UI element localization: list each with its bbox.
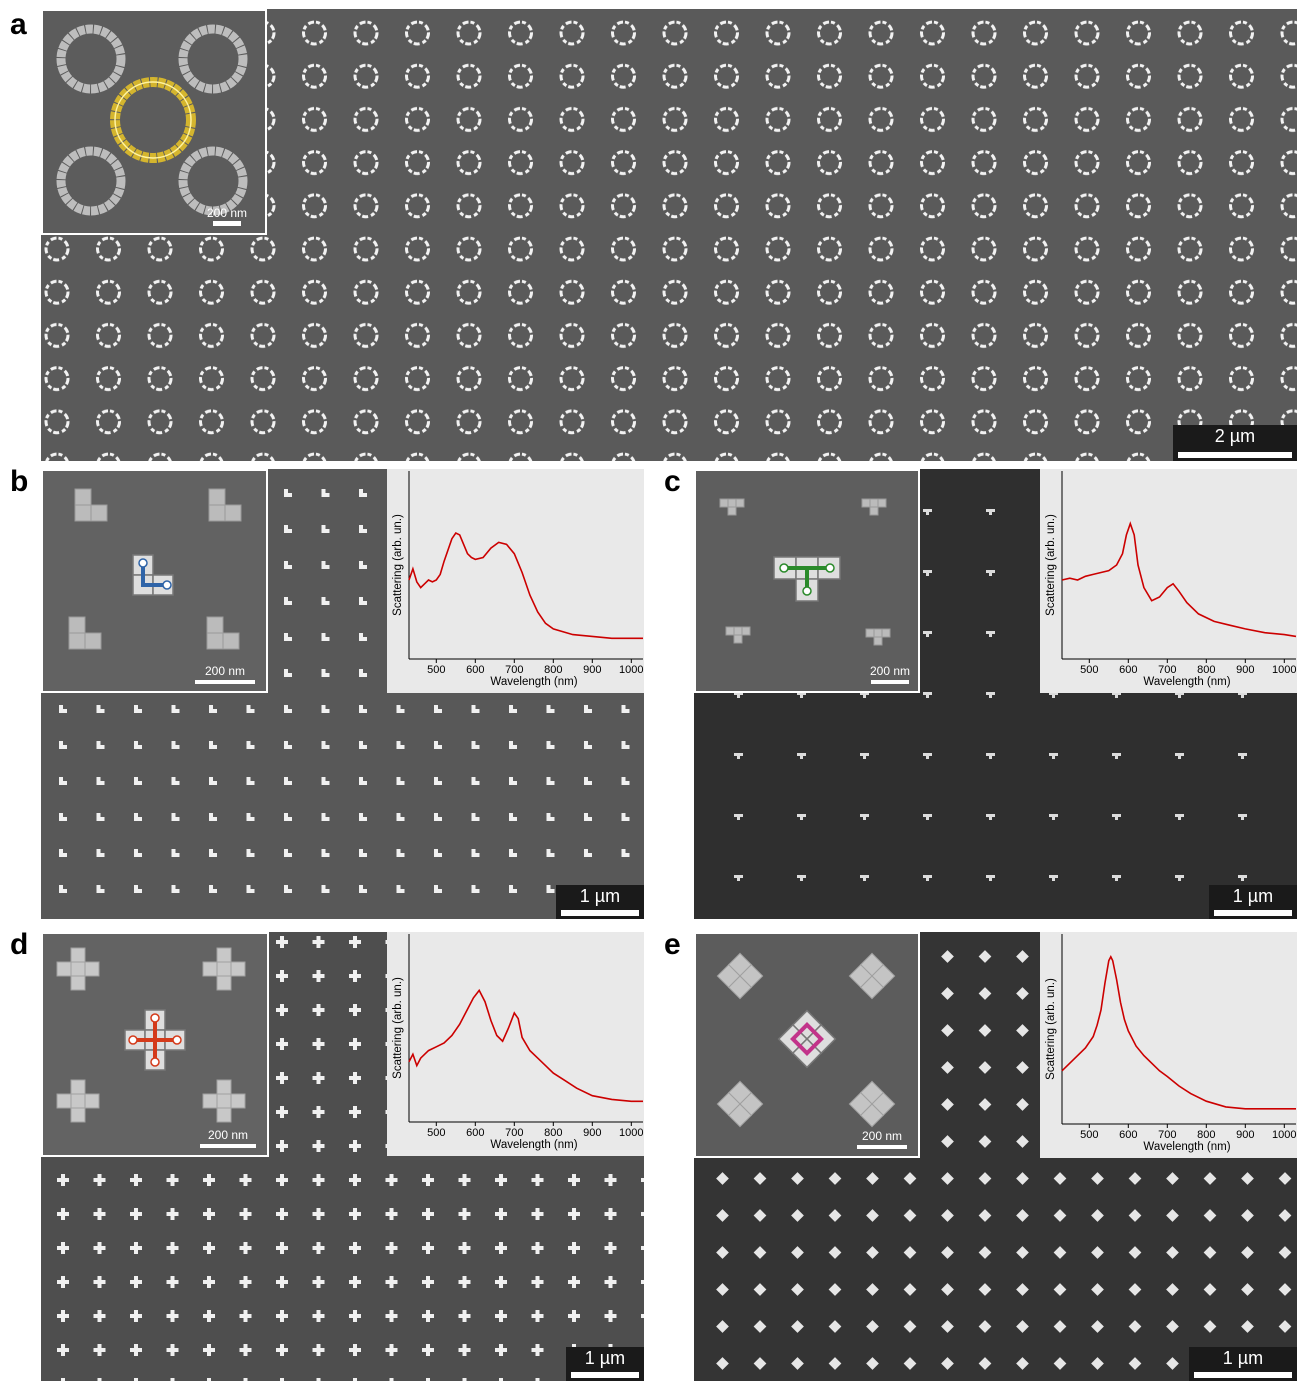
panel-b-inset: 200 nm <box>41 469 268 693</box>
scale-bar-a: 2 µm <box>1173 425 1297 461</box>
panel-label-c: c <box>664 465 681 498</box>
panel-label-d: d <box>10 928 29 961</box>
x-tick-label: 500 <box>1080 664 1098 676</box>
scattering-spectrum-line <box>1061 955 1296 1110</box>
panel-label-a: a <box>10 8 27 41</box>
panel-c-sem: 200 nm 500 600 700 800 900 1000 Wavelength (nm… <box>694 469 1297 919</box>
scale-text-e: 1 µm <box>1222 1348 1264 1368</box>
inset-scale-text: 200 nm <box>869 664 911 678</box>
inset-scale-text: 200 nm <box>207 1128 249 1142</box>
x-axis-label: Wavelength (nm) <box>490 676 577 688</box>
t-inset-image <box>719 498 891 646</box>
inset-scale-bar: 200 nm <box>866 663 914 687</box>
x-tick-label: 1000 <box>619 1127 643 1139</box>
spectrum-chart-b: 500 600 700 800 900 1000 Wavelength (nm) Scatte… <box>392 471 644 688</box>
scale-text-b: 1 µm <box>579 886 621 906</box>
x-tick-label: 900 <box>1236 1129 1254 1141</box>
x-tick-label: 600 <box>466 1127 484 1139</box>
scale-bar-e: 1 µm <box>1189 1347 1297 1381</box>
x-tick-label: 1000 <box>1272 1129 1296 1141</box>
x-tick-label: 600 <box>1119 664 1137 676</box>
x-tick-label: 600 <box>466 664 484 676</box>
scale-bar-d: 1 µm <box>566 1347 644 1381</box>
spectrum-inset-c: 500 600 700 800 900 1000 Wavelength (nm) Scatte… <box>1040 469 1297 693</box>
panel-label-e: e <box>664 928 681 961</box>
inset-scale-bar: 200 nm <box>197 205 257 229</box>
panel-e-sem: 200 nm 500 600 700 800 900 1000 Wavelength (nm… <box>694 932 1297 1381</box>
inset-scale-bar: 200 nm <box>190 663 260 687</box>
inset-scale-text: 200 nm <box>861 1129 903 1143</box>
scattering-spectrum-line <box>1061 521 1297 638</box>
x-axis-label: Wavelength (nm) <box>1143 1141 1230 1153</box>
panel-a-inset: 200 nm <box>41 9 267 235</box>
panel-e-inset: 200 nm <box>694 932 920 1158</box>
y-axis-label: Scattering (arb. un.) <box>1045 978 1057 1080</box>
ring-inset-image <box>56 24 248 216</box>
panel-b-sem: 200 nm 500 600 700 800 900 1000 Wavelength (nm… <box>41 469 644 919</box>
x-axis-label: Wavelength (nm) <box>1143 676 1230 688</box>
l-inset-image <box>68 488 242 650</box>
panel-c-inset: 200 nm <box>694 469 920 693</box>
x-tick-label: 700 <box>1158 1129 1176 1141</box>
spectrum-chart-e: 500 600 700 800 900 1000 Wavelength (nm) Scatte… <box>1045 934 1297 1153</box>
x-axis-label: Wavelength (nm) <box>490 1139 577 1151</box>
panel-d-sem: 200 nm 500 600 700 800 900 1000 Wavelength (nm… <box>41 932 644 1381</box>
x-tick-label: 700 <box>505 664 523 676</box>
x-tick-label: 600 <box>1119 1129 1137 1141</box>
x-tick-label: 1000 <box>1272 664 1296 676</box>
x-tick-label: 500 <box>1080 1129 1098 1141</box>
y-axis-label: Scattering (arb. un.) <box>392 977 404 1079</box>
scattering-spectrum-line <box>408 531 643 640</box>
x-tick-label: 700 <box>1158 664 1176 676</box>
y-axis-label: Scattering (arb. un.) <box>392 514 404 616</box>
inset-scale-bar: 200 nm <box>852 1128 912 1152</box>
x-tick-label: 900 <box>1236 664 1254 676</box>
spectrum-chart-c: 500 600 700 800 900 1000 Wavelength (nm) Scatte… <box>1045 471 1297 688</box>
x-tick-label: 800 <box>544 664 562 676</box>
y-axis-label: Scattering (arb. un.) <box>1045 514 1057 616</box>
x-tick-label: 900 <box>583 664 601 676</box>
x-tick-label: 800 <box>544 1127 562 1139</box>
spectrum-inset-b: 500 600 700 800 900 1000 Wavelength (nm) Scatte… <box>387 469 644 693</box>
inset-scale-bar: 200 nm <box>195 1127 261 1151</box>
scale-text-d: 1 µm <box>584 1348 626 1368</box>
spectrum-chart-d: 500 600 700 800 900 1000 Wavelength (nm) Scatte… <box>392 934 644 1151</box>
x-tick-label: 700 <box>505 1127 523 1139</box>
scale-text-a: 2 µm <box>1214 426 1256 446</box>
diamond-inset-image <box>716 952 896 1128</box>
x-tick-label: 800 <box>1197 664 1215 676</box>
inset-scale-text: 200 nm <box>204 664 246 678</box>
x-tick-label: 800 <box>1197 1129 1215 1141</box>
cross-inset-image <box>56 947 246 1123</box>
spectrum-inset-e: 500 600 700 800 900 1000 Wavelength (nm) Scatte… <box>1040 932 1297 1158</box>
x-tick-label: 500 <box>427 664 445 676</box>
x-tick-label: 900 <box>583 1127 601 1139</box>
scattering-spectrum-line <box>408 988 643 1103</box>
spectrum-inset-d: 500 600 700 800 900 1000 Wavelength (nm) Scatte… <box>387 932 644 1156</box>
scale-text-c: 1 µm <box>1232 886 1274 906</box>
panel-label-b: b <box>10 465 29 498</box>
x-tick-label: 500 <box>427 1127 445 1139</box>
panel-d-inset: 200 nm <box>41 932 269 1157</box>
scale-bar-b: 1 µm <box>556 885 644 919</box>
scale-bar-c: 1 µm <box>1209 885 1297 919</box>
inset-scale-text: 200 nm <box>206 206 248 220</box>
x-tick-label: 1000 <box>619 664 643 676</box>
panel-a-sem: 200 nm 2 µm <box>41 9 1297 461</box>
